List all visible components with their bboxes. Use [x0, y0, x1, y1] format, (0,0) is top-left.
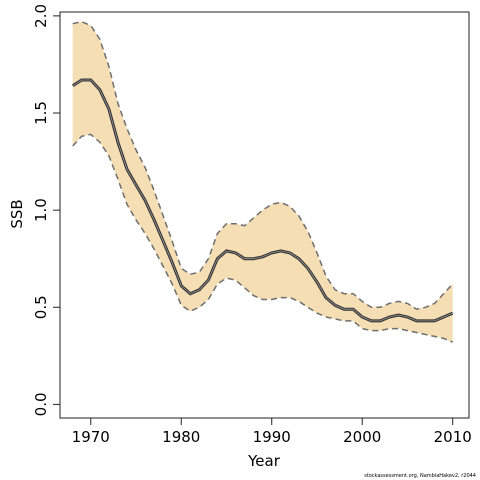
y-tick-label: 0.0	[32, 392, 50, 416]
plot-frame	[59, 11, 470, 419]
x-tick-label: 1970	[72, 428, 110, 446]
x-tick-label: 2000	[343, 428, 381, 446]
upper-bound-line	[72, 20, 454, 310]
x-axis-label: Year	[247, 452, 281, 470]
y-tick-label: 1.5	[32, 101, 50, 125]
median-ssb-line	[72, 79, 453, 322]
confidence-band	[72, 21, 453, 343]
x-axis: 1970 1980 1990 2000 2010	[72, 418, 472, 446]
y-axis-label: SSB	[8, 199, 26, 228]
y-axis: 0.0 0.5 1.0 1.5 2.0	[32, 4, 60, 416]
x-tick-label: 1990	[253, 428, 291, 446]
y-tick-label: 1.0	[32, 198, 50, 222]
x-tick-label: 1980	[162, 428, 200, 446]
y-tick-label: 0.5	[32, 295, 50, 319]
footer-credit: stockassessment.org, NambiaHakev2, r2044	[364, 473, 476, 479]
x-tick-label: 2010	[434, 428, 472, 446]
y-tick-label: 2.0	[32, 4, 50, 28]
lower-bound-line	[72, 133, 453, 343]
